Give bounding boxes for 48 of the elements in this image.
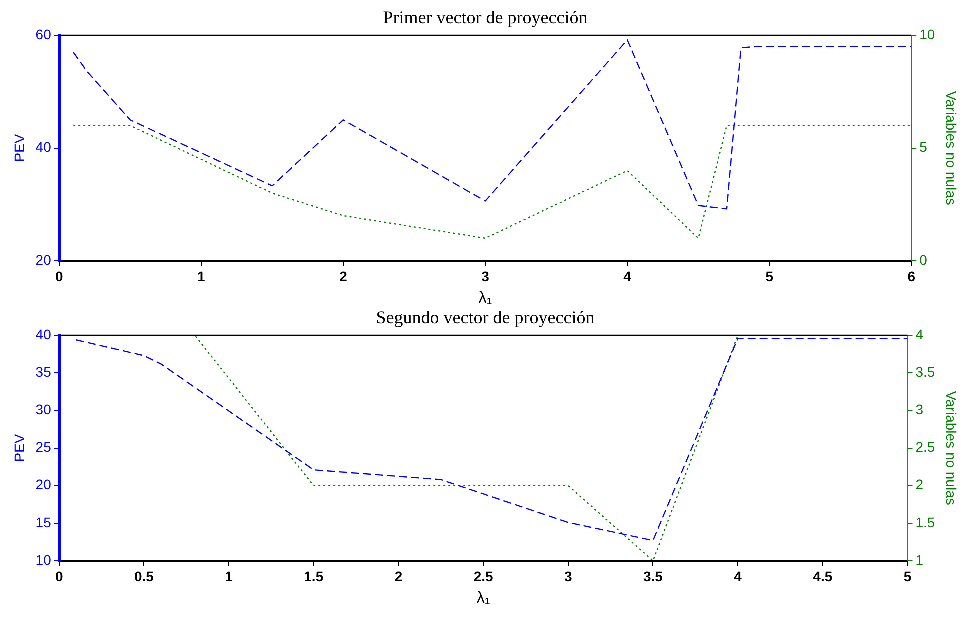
x-axis-title: λ₁ [478,290,492,307]
x-tick-label: 3 [564,568,572,584]
y-tick-label: 35 [36,364,52,380]
y-tick-label: 30 [36,402,52,418]
chart-title: Primer vector de proyección [383,8,588,28]
x-tick-label: 2.5 [474,568,494,584]
x-tick-label: 2 [340,268,348,284]
x-tick-label: 3.5 [643,568,664,584]
y2-tick-label: 3.5 [916,364,936,380]
y2-tick-label: 1 [916,552,924,568]
line-series [72,125,912,240]
x-tick-label: 3 [482,268,490,284]
y2-axis-title: Variables no nulas [944,391,960,506]
y2-tick-label: 2 [916,476,924,493]
y2-tick-label: 4 [916,326,924,342]
x-tick-label: 6 [908,268,916,284]
y-tick-label: 40 [36,326,52,342]
x-tick-label: 0 [55,268,64,284]
x-axis-title: λ₁ [476,590,490,607]
x-tick-label: 5 [904,568,912,584]
x-tick-label: 1.5 [304,568,324,584]
x-tick-label: 4.5 [813,568,833,584]
x-tick-label: 2 [394,568,403,584]
line-series [72,40,912,210]
y2-tick-label: 3 [916,402,924,418]
chart-title: Segundo vector de proyección [376,308,595,328]
x-tick-label: 0.5 [134,568,154,584]
y-tick-label: 15 [36,514,52,530]
y-tick-label: 10 [36,552,52,568]
y2-tick-label: 5 [920,139,928,156]
y-tick-label: 60 [36,26,52,42]
x-tick-label: 4 [624,268,632,284]
x-tick-label: 5 [766,268,774,284]
y2-tick-label: 2.5 [916,439,936,456]
y-axis-title: PEV [11,434,28,462]
y2-tick-label: 10 [920,26,936,42]
y-tick-label: 20 [36,476,52,493]
y-axis-title: PEV [11,134,28,162]
y-tick-label: 40 [36,139,52,156]
x-tick-label: 0 [55,568,64,584]
y-tick-label: 20 [36,252,52,268]
y2-axis-title: Variables no nulas [944,91,960,206]
x-tick-label: 4 [734,568,742,584]
y2-tick-label: 1.5 [916,514,936,530]
x-tick-label: 1 [198,268,206,284]
x-tick-label: 1 [225,568,234,584]
y2-tick-label: 0 [920,252,928,268]
y-tick-label: 25 [36,439,52,456]
